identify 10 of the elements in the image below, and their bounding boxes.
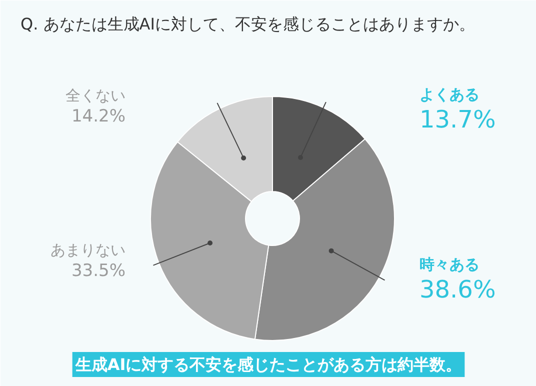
chart-title: Q. あなたは生成AIに対して、不安を感じることはありますか。 xyxy=(20,14,475,34)
slice-label: よくある xyxy=(420,86,480,104)
slice-label: 全くない xyxy=(66,86,126,104)
data-label: 38.6% xyxy=(420,275,496,304)
data-label: 14.2% xyxy=(71,106,126,126)
slice-label: あまりない xyxy=(50,241,126,260)
slice-label: 時々ある xyxy=(420,255,480,274)
data-label: 33.5% xyxy=(71,261,126,282)
data-label: 13.7% xyxy=(420,106,496,134)
text: 生成AIに対する不安を感じたことがある方は約半数。 xyxy=(74,355,462,374)
